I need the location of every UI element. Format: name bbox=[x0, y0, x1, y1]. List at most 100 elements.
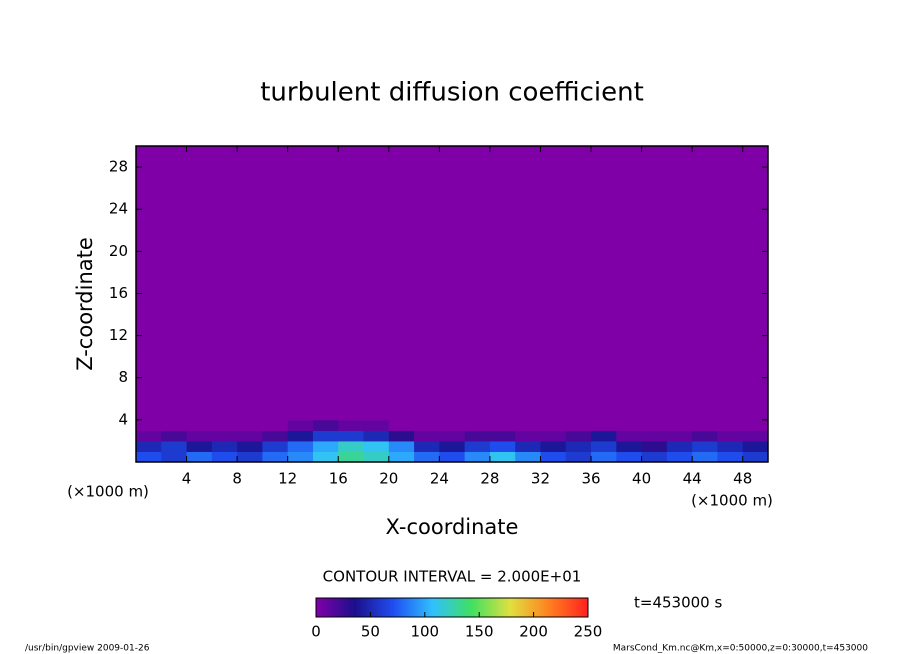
cell bbox=[641, 419, 668, 431]
cell bbox=[717, 440, 744, 452]
cell bbox=[464, 419, 491, 431]
cell bbox=[591, 146, 617, 421]
cell bbox=[515, 146, 541, 421]
y-tick-label: 28 bbox=[109, 158, 128, 176]
cell bbox=[439, 146, 466, 421]
y-tick-label: 12 bbox=[109, 326, 128, 344]
cell bbox=[742, 146, 769, 421]
cell bbox=[540, 440, 567, 452]
cell bbox=[287, 146, 314, 421]
cell bbox=[312, 440, 339, 452]
cell bbox=[666, 440, 693, 452]
x-tick-label: 32 bbox=[531, 470, 550, 488]
cell bbox=[641, 451, 668, 463]
cell bbox=[641, 440, 668, 452]
y-tick-label: 20 bbox=[109, 242, 128, 260]
time-label: t=453000 s bbox=[634, 594, 722, 612]
cell bbox=[591, 440, 617, 452]
cell bbox=[211, 419, 238, 431]
cell bbox=[161, 146, 188, 421]
cell bbox=[161, 451, 188, 463]
cell bbox=[186, 146, 213, 421]
footer-left: /usr/bin/gpview 2009-01-26 bbox=[25, 644, 150, 654]
cell bbox=[616, 440, 643, 452]
cell bbox=[338, 451, 365, 463]
cell bbox=[287, 440, 314, 452]
cell bbox=[591, 419, 617, 431]
cell bbox=[616, 146, 643, 421]
x-tick-label: 20 bbox=[379, 470, 398, 488]
cell bbox=[565, 451, 592, 463]
cell bbox=[262, 419, 289, 431]
cell bbox=[565, 419, 592, 431]
cell bbox=[363, 419, 390, 431]
cell bbox=[338, 146, 365, 421]
cell bbox=[439, 451, 466, 463]
cell bbox=[666, 146, 693, 421]
cell bbox=[717, 451, 744, 463]
y-tick-label: 4 bbox=[118, 410, 128, 428]
x-tick-label: 48 bbox=[733, 470, 752, 488]
cell bbox=[540, 430, 567, 442]
cell bbox=[616, 419, 643, 431]
cell bbox=[666, 430, 693, 442]
cell bbox=[262, 430, 289, 442]
cell bbox=[489, 419, 516, 431]
cell bbox=[363, 430, 390, 442]
cell bbox=[262, 451, 289, 463]
cell bbox=[439, 440, 466, 452]
colorbar-label: 50 bbox=[361, 623, 380, 641]
cell bbox=[464, 430, 491, 442]
cell bbox=[641, 430, 668, 442]
x-tick-label: 16 bbox=[329, 470, 348, 488]
cell bbox=[136, 451, 162, 463]
cell bbox=[489, 440, 516, 452]
x-axis-label: X-coordinate bbox=[386, 515, 519, 539]
cell bbox=[363, 146, 390, 421]
colorbar-label: 250 bbox=[574, 623, 603, 641]
colorbar-label: 200 bbox=[519, 623, 548, 641]
x-tick-label: 36 bbox=[581, 470, 600, 488]
cell bbox=[161, 419, 188, 431]
colorbar bbox=[315, 597, 589, 618]
cell bbox=[414, 430, 440, 442]
cell bbox=[136, 440, 162, 452]
x-tick-label: 12 bbox=[278, 470, 297, 488]
colorbar-label: 0 bbox=[311, 623, 321, 641]
cell bbox=[211, 430, 238, 442]
cell bbox=[692, 440, 718, 452]
cell bbox=[262, 440, 289, 452]
cell bbox=[591, 430, 617, 442]
cell bbox=[388, 419, 415, 431]
x-tick-label: 44 bbox=[683, 470, 702, 488]
cell bbox=[540, 451, 567, 463]
x-tick-label: 28 bbox=[480, 470, 499, 488]
cell bbox=[439, 419, 466, 431]
cell bbox=[742, 440, 769, 452]
cell bbox=[565, 430, 592, 442]
cell bbox=[692, 451, 718, 463]
cell bbox=[312, 451, 339, 463]
cell bbox=[287, 430, 314, 442]
x-tick-label: 40 bbox=[632, 470, 651, 488]
cell bbox=[464, 146, 491, 421]
cell bbox=[489, 430, 516, 442]
cell bbox=[515, 419, 541, 431]
y-axis-label: Z-coordinate bbox=[73, 237, 97, 371]
contour-interval: CONTOUR INTERVAL = 2.000E+01 bbox=[323, 568, 582, 586]
cell bbox=[186, 419, 213, 431]
cell bbox=[338, 430, 365, 442]
cell bbox=[237, 440, 263, 452]
cell bbox=[136, 146, 162, 421]
cell bbox=[237, 430, 263, 442]
cell bbox=[161, 430, 188, 442]
x-tick-label: 8 bbox=[232, 470, 242, 488]
cell bbox=[414, 440, 440, 452]
cell bbox=[186, 451, 213, 463]
cell bbox=[515, 430, 541, 442]
cell bbox=[363, 440, 390, 452]
cell bbox=[616, 430, 643, 442]
cell bbox=[515, 451, 541, 463]
cell bbox=[692, 146, 718, 421]
cell bbox=[414, 146, 440, 421]
